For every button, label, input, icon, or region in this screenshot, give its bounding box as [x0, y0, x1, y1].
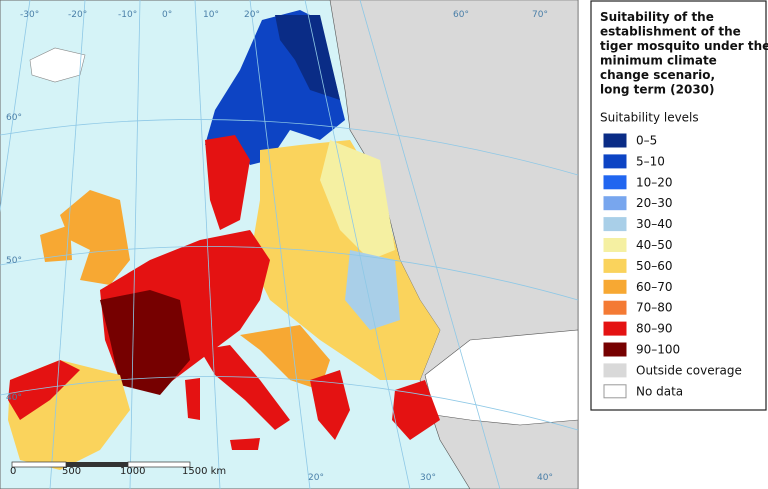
legend-subtitle: Suitability levels	[600, 111, 699, 125]
graticule-label: -20°	[68, 10, 87, 20]
legend-swatch	[603, 175, 627, 190]
legend-swatch	[603, 196, 627, 211]
graticule-label: -10°	[118, 10, 137, 20]
graticule-labels-top: -30° -20° -10° 0° 10° 20° 60° 70°	[20, 10, 548, 20]
land	[8, 0, 579, 489]
legend-label: 0–5	[636, 134, 657, 148]
legend-swatch	[603, 133, 627, 148]
legend-title-line: change scenario,	[600, 68, 715, 82]
graticule-label: 20°	[244, 10, 260, 20]
legend-label: 90–100	[636, 343, 680, 357]
legend-label: No data	[636, 384, 683, 398]
legend-label: 20–30	[636, 196, 673, 210]
legend-swatch	[603, 342, 627, 357]
scale-label: 1000	[120, 466, 145, 477]
graticule-label: 60°	[453, 10, 469, 20]
legend-title-line: establishment of the	[600, 25, 741, 39]
legend-label: Outside coverage	[636, 363, 742, 377]
legend-label: 80–90	[636, 322, 673, 336]
legend-swatch	[603, 217, 627, 232]
graticule-label: -30°	[20, 10, 39, 20]
legend-swatch	[603, 363, 627, 378]
graticule-label: 40°	[6, 393, 22, 403]
graticule-label: 60°	[6, 113, 22, 123]
legend-label: 30–40	[636, 217, 673, 231]
graticule-label: 10°	[203, 10, 219, 20]
scale-label: 0	[10, 466, 16, 477]
scale-labels: 0 500 1000 1500 km	[10, 466, 226, 477]
scale-bar	[11, 461, 191, 468]
legend-swatch	[603, 300, 627, 315]
scale-label: 500	[62, 466, 81, 477]
graticule-labels-left: 60° 50° 40°	[6, 113, 22, 403]
legend-label: 10–20	[636, 175, 673, 189]
legend-label: 40–50	[636, 238, 673, 252]
legend-label: 60–70	[636, 280, 673, 294]
legend-swatch	[603, 154, 627, 169]
legend-title-line: minimum climate	[600, 54, 717, 68]
graticule-label: 40°	[537, 473, 553, 483]
legend-swatch	[603, 279, 627, 294]
graticule-labels-bottom: 20° 30° 40°	[308, 473, 553, 483]
legend-swatch	[603, 238, 627, 252]
legend-label: 50–60	[636, 259, 673, 273]
graticule-label: 30°	[420, 473, 436, 483]
legend-title-line: long term (2030)	[600, 83, 715, 97]
legend-swatch	[603, 258, 627, 273]
legend-title-line: Suitability of the	[600, 10, 714, 24]
legend-label: 70–80	[636, 301, 673, 315]
legend-title-line: tiger mosquito under the	[600, 39, 768, 53]
graticule-label: 20°	[308, 473, 324, 483]
legend-swatch	[603, 321, 627, 336]
graticule	[0, 0, 579, 489]
scale-label: 1500 km	[182, 466, 226, 477]
graticule-label: 50°	[6, 256, 22, 266]
graticule-label: 0°	[162, 10, 172, 20]
legend-swatch	[603, 384, 627, 399]
legend-label: 5–10	[636, 154, 665, 168]
graticule-label: 70°	[532, 10, 548, 20]
